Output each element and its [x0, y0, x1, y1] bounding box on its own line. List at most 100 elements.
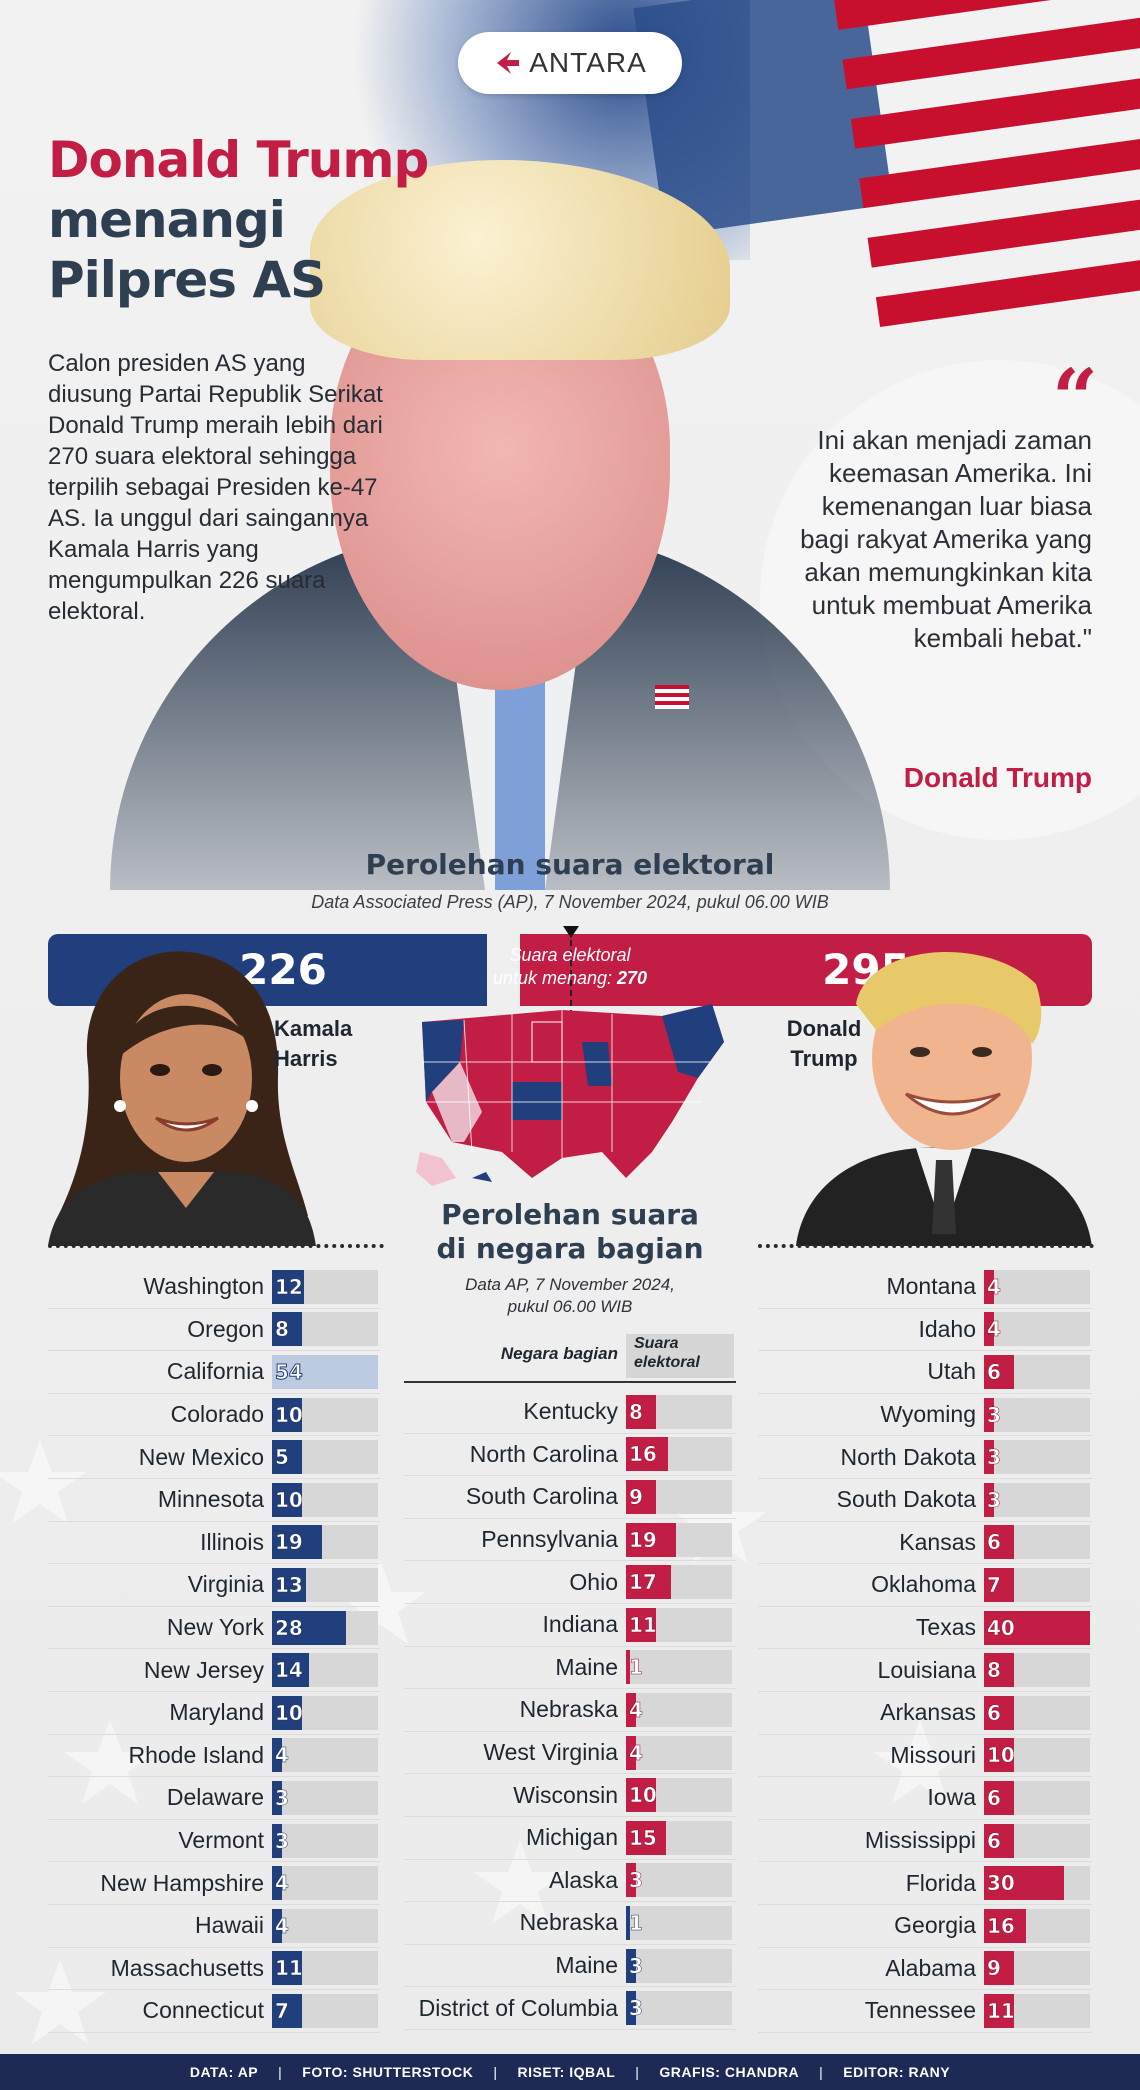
- state-name: North Dakota: [840, 1443, 976, 1470]
- win-threshold-label: Suara elektoral untuk menang: 270: [492, 945, 648, 988]
- vote-bar: [272, 1440, 302, 1475]
- vote-bar-track: 10: [272, 1482, 378, 1517]
- state-name: Virginia: [187, 1571, 264, 1598]
- vote-bar: [272, 1866, 282, 1901]
- states-title: Perolehan suara di negara bagian: [436, 1198, 704, 1265]
- state-row: Indiana 11: [404, 1604, 736, 1647]
- state-name: Montana: [886, 1273, 976, 1300]
- state-row: Washington 12: [48, 1266, 380, 1309]
- vote-bar: [272, 1354, 378, 1389]
- vote-bar-track: 4: [984, 1312, 1090, 1347]
- quote-mark-icon: “: [1052, 351, 1099, 445]
- state-row: South Carolina 9: [404, 1476, 736, 1519]
- vote-bar-track: 10: [984, 1738, 1090, 1773]
- vote-bar: [984, 1567, 1014, 1602]
- state-name: Indiana: [542, 1611, 618, 1638]
- state-name: Alabama: [885, 1954, 976, 1981]
- vote-bar: [984, 1951, 1014, 1986]
- state-name: Ohio: [569, 1568, 618, 1595]
- state-row: Oklahoma 7: [758, 1564, 1092, 1607]
- state-name: Kansas: [899, 1528, 976, 1555]
- background-stars: [0, 1440, 966, 2044]
- vote-bar: [626, 1905, 630, 1940]
- vote-bar-track: 4: [626, 1735, 732, 1770]
- state-row: Kentucky 8: [404, 1391, 736, 1434]
- electoral-votes: 7: [987, 1572, 1001, 1598]
- vote-bar-track: 16: [984, 1908, 1090, 1943]
- vote-bar-track: 3: [626, 1991, 732, 2026]
- state-name: District of Columbia: [418, 1994, 618, 2021]
- state-row: Nebraska 1: [404, 1902, 736, 1945]
- vote-bar: [626, 1607, 656, 1642]
- vote-bar-track: 10: [272, 1397, 378, 1432]
- state-name: South Carolina: [465, 1483, 618, 1510]
- headline: Donald Trump menangi Pilpres AS: [48, 130, 429, 310]
- vote-bar-track: 8: [626, 1394, 732, 1429]
- state-name: Colorado: [170, 1401, 264, 1428]
- state-row: Florida 30: [758, 1862, 1092, 1905]
- vote-bar-track: 8: [984, 1653, 1090, 1688]
- electoral-source: Data Associated Press (AP), 7 November 2…: [311, 892, 829, 912]
- vote-bar-track: 3: [272, 1780, 378, 1815]
- quote-text: Ini akan menjadi zaman keemasan Amerika.…: [800, 425, 1092, 653]
- vote-bar: [626, 1479, 656, 1514]
- electoral-votes: 40: [987, 1615, 1015, 1640]
- state-row: New Mexico 5: [48, 1436, 380, 1479]
- state-name: Rhode Island: [128, 1741, 264, 1768]
- electoral-votes: 6: [987, 1700, 1001, 1725]
- state-name: New Mexico: [138, 1443, 264, 1470]
- vote-bar-track: 13: [272, 1567, 378, 1602]
- vote-bar-track: 3: [984, 1397, 1090, 1432]
- electoral-votes: 4: [629, 1740, 643, 1765]
- state-row: Iowa 6: [758, 1777, 1092, 1820]
- vote-bar: [984, 1525, 1014, 1560]
- vote-bar: [984, 1738, 1014, 1773]
- electoral-votes: 10: [629, 1783, 657, 1808]
- state-name: Missouri: [890, 1741, 976, 1768]
- state-name: Kentucky: [523, 1398, 618, 1425]
- electoral-votes: 8: [629, 1399, 643, 1425]
- electoral-votes: 6: [987, 1828, 1001, 1853]
- vote-bar: [272, 1951, 302, 1986]
- state-row: Texas 40: [758, 1607, 1092, 1650]
- state-row: Maine 1: [404, 1647, 736, 1690]
- state-row: Missouri 10: [758, 1735, 1092, 1778]
- electoral-votes: 5: [275, 1445, 289, 1470]
- vote-bar: [984, 1312, 994, 1347]
- state-name: Pennsylvania: [481, 1526, 618, 1553]
- state-name: New Jersey: [143, 1656, 264, 1683]
- electoral-votes: 3: [987, 1487, 1001, 1513]
- vote-bar-track: 7: [984, 1567, 1090, 1602]
- state-name: Illinois: [200, 1528, 264, 1555]
- headline-line-2: menangi: [48, 191, 286, 249]
- vote-bar: [626, 1522, 676, 1557]
- vote-bar: [984, 1780, 1014, 1815]
- state-row: Utah 6: [758, 1351, 1092, 1394]
- state-name: Maine: [555, 1653, 618, 1680]
- electoral-votes: 8: [275, 1317, 289, 1342]
- vote-bar-track: 6: [984, 1823, 1090, 1858]
- vote-bar: [984, 1695, 1014, 1730]
- electoral-votes: 1: [629, 1910, 643, 1936]
- vote-bar-track: 4: [272, 1738, 378, 1773]
- vote-bar-track: 19: [272, 1525, 378, 1560]
- vote-bar-track: 3: [272, 1823, 378, 1858]
- electoral-votes: 8: [987, 1658, 1001, 1683]
- vote-bar-track: 7: [272, 1993, 378, 2028]
- left-divider: [48, 1244, 384, 1248]
- vote-bar-track: 3: [626, 1948, 732, 1983]
- state-name: Mississippi: [864, 1827, 976, 1854]
- state-name: Minnesota: [157, 1486, 264, 1513]
- state-name: North Carolina: [469, 1440, 618, 1467]
- vote-bar-track: 6: [984, 1695, 1090, 1730]
- electoral-votes: 3: [987, 1402, 1001, 1427]
- electoral-votes: 12: [275, 1274, 303, 1300]
- vote-bar: [272, 1653, 309, 1688]
- state-row: Maine 3: [404, 1945, 736, 1988]
- state-name: Oklahoma: [871, 1571, 976, 1598]
- electoral-votes: 16: [987, 1913, 1015, 1938]
- state-row: Louisiana 8: [758, 1649, 1092, 1692]
- state-row: Idaho 4: [758, 1309, 1092, 1352]
- electoral-votes: 6: [987, 1785, 1001, 1811]
- electoral-votes: 6: [987, 1359, 1001, 1385]
